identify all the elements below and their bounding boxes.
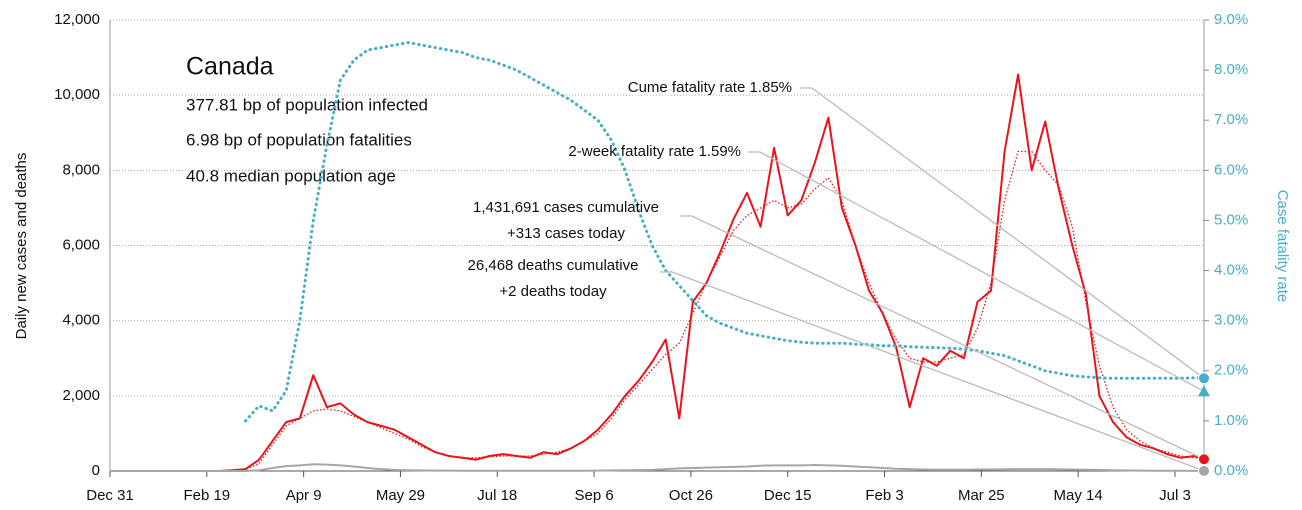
y2-tick-label: 5.0% (1214, 211, 1248, 228)
annotation-text: Cume fatality rate 1.85% (628, 79, 792, 96)
x-tick-label: Mar 25 (958, 487, 1005, 504)
y2-tick-label: 1.0% (1214, 412, 1248, 429)
x-tick-label: May 29 (376, 487, 425, 504)
y-tick-label: 4,000 (62, 312, 100, 329)
info-line: 377.81 bp of population infected (186, 95, 428, 114)
y2-tick-label: 6.0% (1214, 161, 1248, 178)
annotation-text: +313 cases today (507, 225, 626, 242)
x-tick-label: Feb 19 (183, 487, 230, 504)
annotation-text: 2-week fatality rate 1.59% (568, 143, 741, 160)
y2-tick-label: 2.0% (1214, 362, 1248, 379)
annotation-leader (748, 151, 1205, 392)
series-line (244, 41, 1206, 423)
y-tick-label: 0 (92, 462, 100, 479)
y-tick-label: 10,000 (54, 86, 100, 103)
info-title: Canada (186, 53, 274, 81)
y2-tick-label: 3.0% (1214, 312, 1248, 329)
end-marker (1198, 385, 1210, 397)
info-line: 40.8 median population age (186, 166, 396, 185)
info-line: 6.98 bp of population fatalities (186, 130, 412, 149)
end-marker (1198, 453, 1210, 466)
y2-tick-label: 4.0% (1214, 262, 1248, 279)
x-tick-label: Sep 6 (574, 487, 613, 504)
y2-tick-label: 9.0% (1214, 11, 1248, 28)
y-axis-label: Daily new cases and deaths (13, 153, 30, 340)
y2-tick-label: 8.0% (1214, 61, 1248, 78)
x-tick-label: Jul 3 (1159, 487, 1191, 504)
annotation-leader (800, 87, 1205, 379)
y-tick-label: 12,000 (54, 11, 100, 28)
end-marker (1198, 464, 1210, 477)
annotation-leader (680, 215, 1205, 460)
x-tick-label: Apr 9 (286, 487, 322, 504)
x-tick-label: May 14 (1054, 487, 1103, 504)
y-tick-label: 8,000 (62, 161, 100, 178)
x-tick-label: Feb 3 (865, 487, 903, 504)
series-line (110, 150, 1205, 472)
y2-axis-label: Case fatality rate (1274, 190, 1291, 303)
annotation-leader (660, 271, 1205, 472)
annotation-text: 26,468 deaths cumulative (468, 257, 639, 274)
annotation-text: +2 deaths today (499, 283, 607, 300)
y-tick-label: 6,000 (62, 236, 100, 253)
x-tick-label: Dec 15 (764, 487, 812, 504)
x-tick-label: Jul 18 (477, 487, 517, 504)
x-tick-label: Oct 26 (669, 487, 713, 504)
y2-tick-label: 7.0% (1214, 111, 1248, 128)
end-marker (1198, 372, 1210, 385)
y2-tick-label: 0.0% (1214, 462, 1248, 479)
series-line (110, 73, 1205, 472)
series-line (110, 463, 1204, 472)
y-tick-label: 2,000 (62, 387, 100, 404)
annotation-text: 1,431,691 cases cumulative (473, 199, 659, 216)
x-tick-label: Dec 31 (86, 487, 134, 504)
